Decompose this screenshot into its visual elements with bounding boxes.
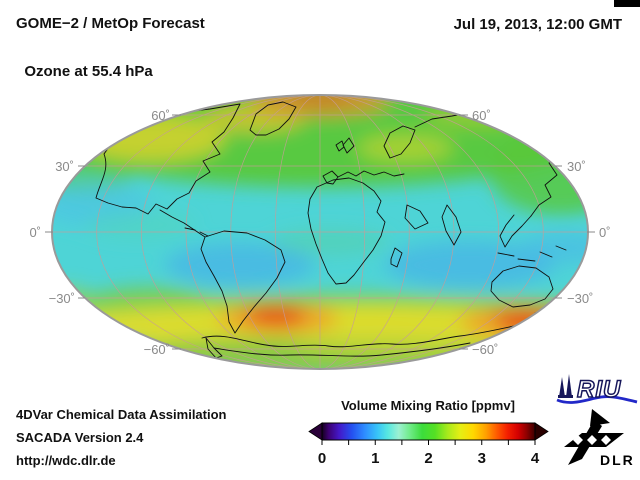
plot-datetime: Jul 19, 2013, 12:00 GMT (453, 16, 622, 33)
ozone-color-field (52, 95, 588, 369)
colorbar-right-arrow (534, 422, 549, 441)
attribution-line2: SACADA Version 2.4 (16, 430, 144, 445)
lat-label-left-30: 30˚ (55, 159, 74, 174)
colorbar-gradient-bar (321, 422, 536, 441)
colorbar-ticks (321, 440, 536, 445)
colorbar-label-4: 4 (531, 450, 540, 467)
corner-artifact (614, 0, 640, 7)
plot-title: GOME−2 / MetOp Forecast Ozone at 55.4 hP… (16, 12, 205, 84)
colorbar-label-0: 0 (318, 450, 326, 467)
dlr-logo-text: DLR (600, 452, 634, 468)
attribution-line3: http://wdc.dlr.de (16, 453, 116, 468)
graticule (52, 95, 588, 369)
lat-label-left-m30: −30˚ (49, 291, 75, 306)
lat-label-left-0: 0˚ (29, 225, 41, 240)
latitude-labels: 60˚ 30˚ 0˚ −30˚ −60˚ 60˚ 30˚ 0˚ −30˚ −60… (29, 108, 610, 357)
lat-label-right-0: 0˚ (599, 225, 611, 240)
latitude-ticks (45, 114, 595, 350)
plot-title-line2: Ozone at 55.4 hPa (24, 63, 153, 80)
attribution-line1: 4DVar Chemical Data Assimilation (16, 407, 227, 422)
lat-label-right-30: 30˚ (567, 159, 586, 174)
colorbar-label-2: 2 (424, 450, 432, 467)
lat-label-right-60: 60˚ (472, 108, 491, 123)
lat-label-left-60: 60˚ (151, 108, 170, 123)
riu-logo-text: RIU (577, 376, 621, 403)
riu-swoosh (556, 395, 638, 404)
lat-label-right-m60: −60˚ (472, 342, 498, 357)
colorbar-tick-labels: 0 1 2 3 4 (318, 450, 540, 467)
colorbar-label-1: 1 (371, 450, 379, 467)
riu-cathedral-icon (558, 374, 573, 398)
lat-label-right-m30: −30˚ (567, 291, 593, 306)
lat-label-left-m60: −60˚ (144, 342, 170, 357)
riu-logo: RIU (556, 374, 638, 404)
colorbar-label-3: 3 (478, 450, 486, 467)
dlr-logo: DLR (564, 409, 634, 468)
colorbar-left-arrow (308, 422, 323, 441)
plot-title-line1: GOME−2 / MetOp Forecast (16, 15, 205, 32)
dlr-emblem-icon (564, 409, 624, 465)
colorbar-title: Volume Mixing Ratio [ppmv] (341, 398, 515, 413)
colorbar: Volume Mixing Ratio [ppmv] 0 1 2 3 4 (308, 398, 549, 467)
attribution-block: 4DVar Chemical Data Assimilation SACADA … (16, 403, 227, 472)
